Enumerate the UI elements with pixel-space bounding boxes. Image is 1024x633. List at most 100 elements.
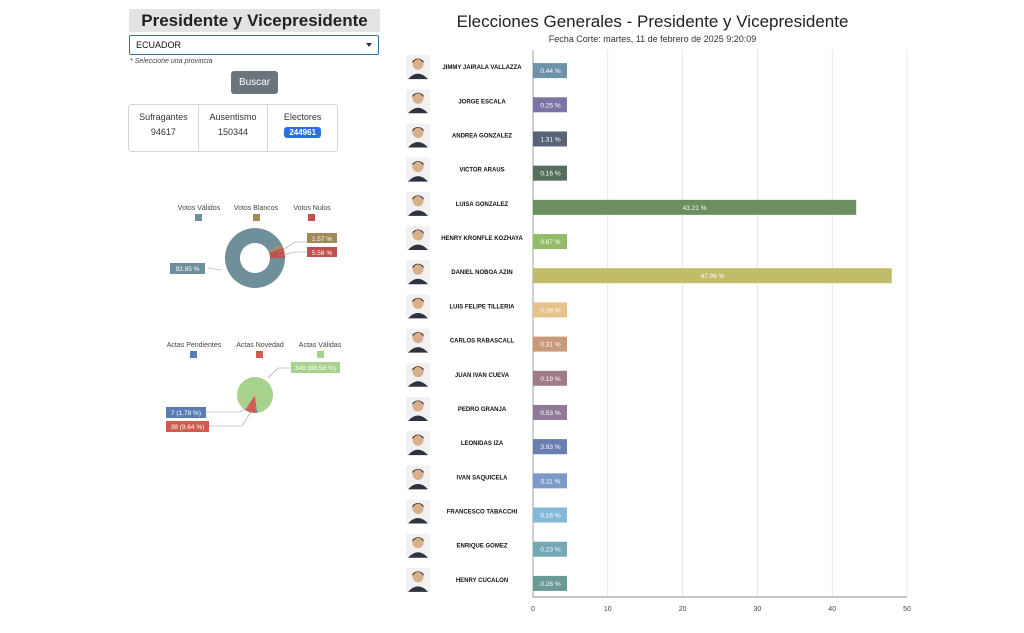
chart-subtitle: Fecha Corte: martes, 11 de febrero de 20… bbox=[548, 34, 757, 44]
bar-value-label: 0.11 % bbox=[541, 478, 561, 485]
chart-title: Elecciones Generales - Presidente y Vice… bbox=[456, 12, 849, 31]
donut-label-blancos: 1.57 % bbox=[312, 236, 332, 243]
province-select-value: ECUADOR bbox=[136, 40, 182, 50]
bar-label-bg bbox=[534, 507, 567, 523]
bar-value-label: 0.53 % bbox=[540, 410, 560, 417]
bar-value-label: 43.21 % bbox=[683, 205, 707, 212]
candidate-name: IVAN SAQUICELA bbox=[457, 475, 509, 481]
search-button[interactable]: Buscar bbox=[231, 71, 278, 94]
bar-label-bg bbox=[534, 404, 567, 420]
candidate-name: JIMMY JAIRALA VALLAZZA bbox=[442, 65, 522, 71]
candidate-name: LEONIDAS IZA bbox=[461, 441, 504, 447]
donut-slice-blancos bbox=[268, 244, 284, 253]
bar-label-bg bbox=[534, 234, 567, 250]
bar-label-bg bbox=[534, 370, 567, 386]
x-tick-label: 30 bbox=[754, 606, 762, 613]
pie-slices bbox=[237, 377, 273, 413]
pie-slice-novedad bbox=[244, 395, 256, 413]
candidate-name: ENRIQUE GOMEZ bbox=[456, 544, 507, 550]
bar-value-label: 0.67 % bbox=[540, 239, 560, 246]
candidate-avatar bbox=[406, 89, 430, 114]
leader-line bbox=[267, 367, 292, 379]
legend-swatch bbox=[253, 214, 260, 221]
chevron-down-icon[interactable] bbox=[366, 43, 372, 47]
legend-actas-novedad: Actas Novedad bbox=[236, 342, 284, 349]
legend-swatch bbox=[190, 351, 197, 358]
actas-pie-chart: Actas Pendientes Actas Novedad Actas Vál… bbox=[166, 342, 342, 432]
votes-donut-chart: Votos Válidos Votos Blancos Votos Nulos … bbox=[170, 205, 337, 288]
bar-value-label: 1.31 % bbox=[540, 136, 560, 143]
stat-value: 94617 bbox=[150, 127, 176, 137]
candidate-name: DANIEL NOBOA AZIN bbox=[451, 270, 512, 276]
bar-value-label: 0.25 % bbox=[540, 102, 560, 109]
bar[interactable] bbox=[533, 268, 892, 284]
candidate-avatar bbox=[406, 328, 430, 353]
pie-label-bg bbox=[291, 362, 340, 373]
pie-label-validas: 349 (88.58 %) bbox=[295, 365, 336, 372]
leader-line bbox=[207, 267, 223, 271]
candidate-avatar bbox=[406, 226, 430, 251]
candidate-name: CARLOS RABASCALL bbox=[450, 339, 515, 345]
candidate-name: JUAN IVAN CUEVA bbox=[455, 373, 510, 379]
donut-label-validos: 92.85 % bbox=[176, 266, 200, 273]
legend-votos-blancos: Votos Blancos bbox=[234, 205, 279, 212]
bar[interactable] bbox=[533, 199, 857, 215]
province-select[interactable]: ECUADOR bbox=[129, 35, 379, 55]
candidate-avatar bbox=[406, 294, 430, 319]
donut-label-bg bbox=[170, 263, 205, 274]
bar-label-bg bbox=[534, 541, 567, 557]
x-tick-label: 10 bbox=[604, 606, 612, 613]
candidate-avatar bbox=[406, 123, 430, 148]
candidate-name: HENRY KRONFLE KOZHAYA bbox=[441, 236, 523, 242]
candidate-avatar bbox=[406, 396, 430, 421]
bar-value-label: 0.19 % bbox=[540, 376, 560, 383]
bar-value-label: 0.16 % bbox=[540, 513, 560, 520]
bar-value-label: 0.28 % bbox=[540, 307, 560, 314]
x-tick-label: 0 bbox=[531, 606, 535, 613]
legend-actas-pendientes: Actas Pendientes bbox=[167, 342, 222, 349]
pie-label-novedad: 38 (9.64 %) bbox=[171, 424, 205, 431]
x-tick-label: 40 bbox=[828, 606, 836, 613]
bar-value-label: 0.44 % bbox=[540, 68, 560, 75]
bar-label-bg bbox=[534, 63, 567, 79]
pie-slice-pendientes bbox=[255, 395, 258, 413]
bar-label-bg bbox=[534, 336, 567, 352]
bar-label-bg bbox=[534, 302, 567, 318]
select-hint: * Seleccione una provincia bbox=[130, 58, 213, 65]
candidate-avatar bbox=[406, 55, 430, 80]
bar-value-label: 0.28 % bbox=[540, 581, 560, 588]
stat-ausentismo: Ausentismo 150344 bbox=[199, 105, 269, 151]
bar-label-bg bbox=[534, 165, 567, 181]
legend-swatch bbox=[195, 214, 202, 221]
bar-value-label: 47.96 % bbox=[700, 273, 724, 280]
legend-swatch bbox=[317, 351, 324, 358]
x-tick-label: 50 bbox=[903, 606, 911, 613]
leader-line bbox=[277, 241, 307, 254]
stat-sufragantes: Sufragantes 94617 bbox=[129, 105, 199, 151]
donut-label-bg bbox=[307, 247, 337, 257]
candidate-name: ANDREA GONZALEZ bbox=[452, 133, 512, 139]
legend-votos-nulos: Votos Nulos bbox=[293, 205, 331, 212]
pie-label-bg bbox=[166, 421, 209, 432]
candidate-name: FRANCESCO TABACCHI bbox=[447, 510, 518, 516]
bar-label-bg bbox=[534, 131, 567, 147]
candidate-avatar bbox=[406, 157, 430, 182]
leader-line bbox=[206, 409, 253, 427]
page-title: Presidente y Vicepresidente bbox=[129, 9, 380, 32]
candidate-avatar bbox=[406, 362, 430, 387]
x-tick-label: 20 bbox=[679, 606, 687, 613]
stat-label: Sufragantes bbox=[139, 112, 188, 122]
legend-votos-validos: Votos Válidos bbox=[178, 205, 221, 212]
pie-label-bg bbox=[166, 407, 206, 418]
legend-swatch bbox=[256, 351, 263, 358]
legend-actas-validas: Actas Válidas bbox=[299, 342, 342, 349]
stat-label: Ausentismo bbox=[209, 112, 257, 122]
bar-label-bg bbox=[534, 439, 567, 455]
donut-slice-validos bbox=[225, 228, 285, 288]
donut-label-bg bbox=[307, 233, 337, 243]
candidate-name: LUIS FELIPE TILLERIA bbox=[449, 304, 515, 310]
candidate-name: PEDRO GRANJA bbox=[458, 407, 507, 413]
stat-label: Electores bbox=[283, 112, 322, 122]
bar-value-label: 0.31 % bbox=[540, 342, 560, 349]
bar-value-label: 3.93 % bbox=[540, 444, 560, 451]
